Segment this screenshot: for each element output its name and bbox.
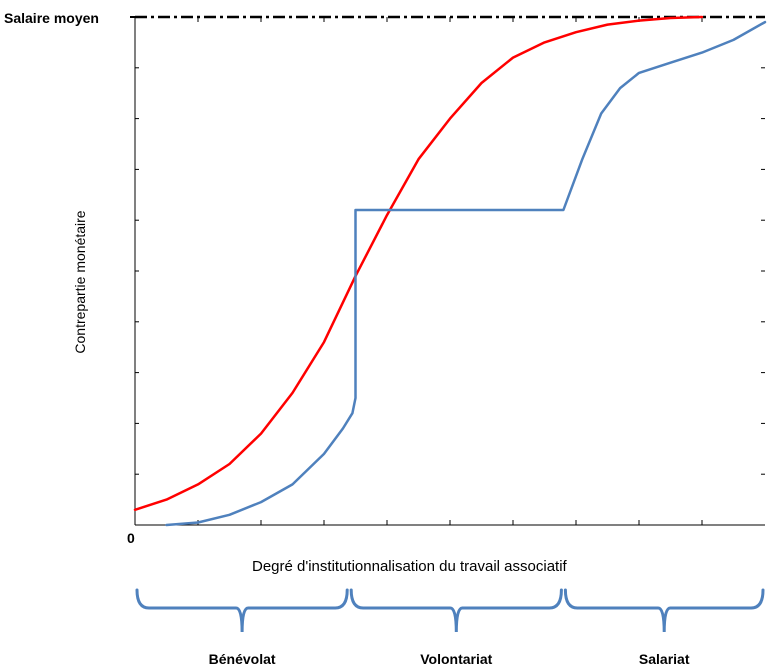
zone-label-1: Volontariat	[420, 651, 493, 667]
origin-label: 0	[127, 530, 135, 546]
zone-brace-0	[135, 588, 349, 633]
x-axis-label: Degré d'institutionnalisation du travail…	[252, 558, 567, 575]
zone-braces	[135, 588, 765, 633]
zone-label-2: Salariat	[638, 651, 690, 667]
reference-line-label: Salaire moyen	[4, 10, 99, 26]
zone-label-0: Bénévolat	[208, 651, 276, 667]
zone-brace-1	[349, 588, 563, 633]
axes	[134, 16, 765, 526]
y-axis-label: Contrepartie monétaire	[72, 210, 88, 354]
red-curve	[133, 15, 704, 512]
zone-brace-2	[563, 588, 765, 633]
series-lines	[133, 15, 767, 527]
blue-curve	[165, 20, 767, 527]
